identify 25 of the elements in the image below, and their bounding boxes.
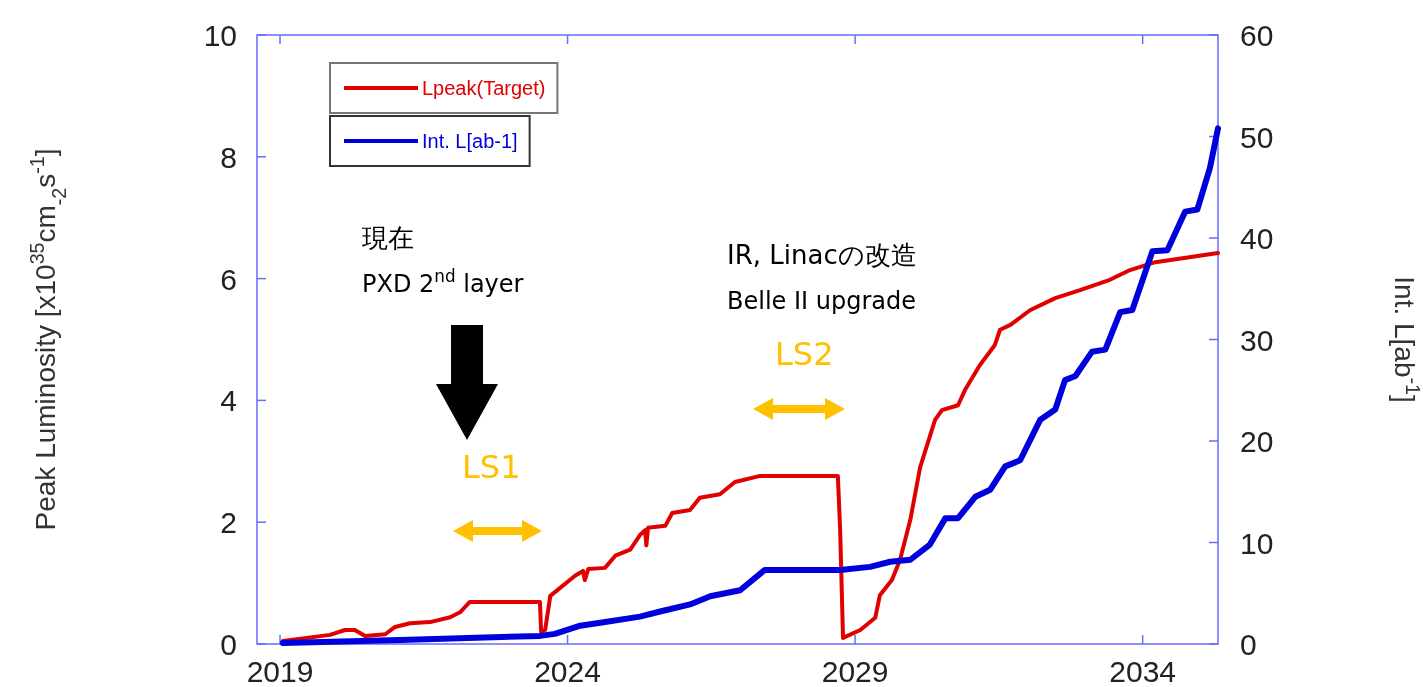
y2-tick-label: 60 xyxy=(1240,19,1274,52)
y-tick-label: 2 xyxy=(220,506,237,540)
legend-label: Lpeak(Target) xyxy=(422,77,546,99)
x-tick-label: 2034 xyxy=(1109,655,1177,687)
legend-label: Int. L[ab-1] xyxy=(422,130,518,152)
y2-tick-label: 0 xyxy=(1240,628,1257,661)
y-tick-label: 6 xyxy=(220,262,237,296)
y2-tick-label: 50 xyxy=(1240,120,1274,154)
y2-tick-label: 40 xyxy=(1240,222,1274,255)
y2-tick-label: 30 xyxy=(1240,323,1274,357)
annotation: IR, Linacの改造 xyxy=(727,240,917,270)
annotation: LS1 xyxy=(462,448,521,486)
y2-tick-label: 10 xyxy=(1240,526,1274,560)
y-tick-label: 10 xyxy=(203,19,237,52)
annotation: PXD 2$^{nd}$ layer xyxy=(362,266,524,298)
y-tick-label: 0 xyxy=(220,628,237,661)
x-tick-label: 2029 xyxy=(821,655,889,687)
x-tick-label: 2024 xyxy=(534,655,601,687)
y-tick-label: 4 xyxy=(220,384,237,418)
annotation: LS2 xyxy=(775,335,834,373)
annotation: Belle II upgrade xyxy=(727,287,916,315)
x-tick-label: 2019 xyxy=(246,655,314,687)
y2-tick-label: 20 xyxy=(1240,425,1274,458)
annotation: 現在 xyxy=(362,223,414,253)
y-tick-label: 8 xyxy=(220,140,237,174)
